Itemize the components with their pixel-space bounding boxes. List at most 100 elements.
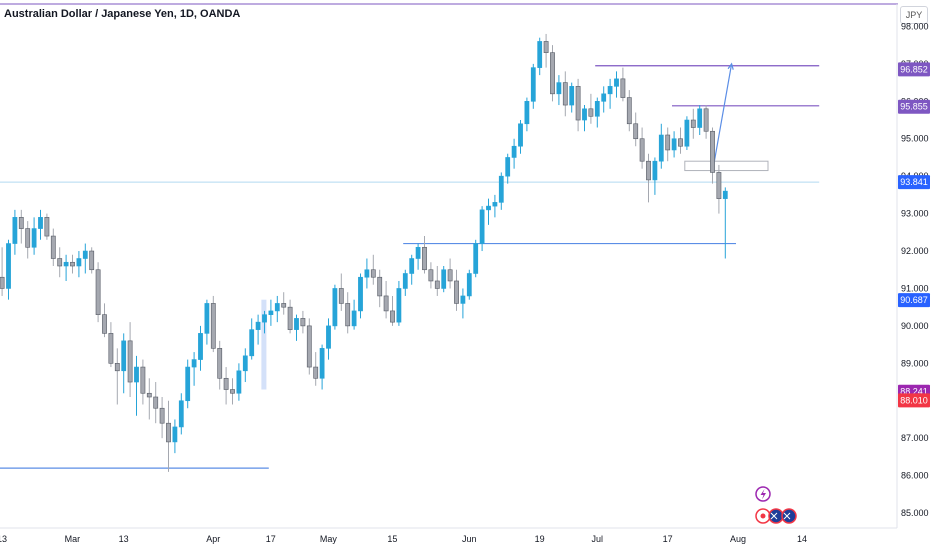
candle[interactable]: [518, 120, 523, 154]
au-flag-event-icon[interactable]: [768, 508, 784, 524]
candle[interactable]: [537, 37, 543, 76]
price-label-93841[interactable]: 93.841: [898, 175, 930, 190]
candle[interactable]: [127, 322, 133, 397]
candle[interactable]: [646, 153, 651, 203]
candle[interactable]: [594, 97, 600, 128]
candle[interactable]: [620, 67, 626, 102]
candle[interactable]: [63, 254, 69, 281]
candle[interactable]: [678, 127, 683, 154]
candle[interactable]: [671, 131, 677, 158]
candle[interactable]: [76, 251, 82, 278]
candle[interactable]: [370, 254, 376, 285]
candle[interactable]: [716, 164, 722, 214]
candle[interactable]: [575, 78, 581, 132]
candle[interactable]: [134, 355, 139, 416]
candle[interactable]: [524, 97, 530, 132]
candle[interactable]: [447, 258, 453, 289]
candle[interactable]: [332, 284, 338, 330]
candle[interactable]: [306, 318, 312, 375]
candle[interactable]: [505, 153, 511, 184]
candle[interactable]: [396, 280, 402, 326]
candle[interactable]: [562, 71, 568, 117]
candle[interactable]: [25, 221, 31, 259]
candle[interactable]: [166, 400, 171, 472]
candle[interactable]: [498, 172, 504, 210]
currency-label[interactable]: JPY: [900, 6, 928, 24]
candle[interactable]: [364, 258, 370, 289]
candle[interactable]: [31, 217, 37, 255]
candle[interactable]: [390, 295, 395, 326]
candle[interactable]: [665, 127, 671, 162]
candle[interactable]: [210, 295, 216, 353]
candle[interactable]: [44, 213, 50, 240]
candle[interactable]: [454, 269, 459, 311]
candle[interactable]: [217, 340, 223, 390]
candle[interactable]: [300, 310, 306, 334]
candle[interactable]: [102, 303, 107, 338]
candle[interactable]: [358, 273, 363, 319]
candle[interactable]: [108, 322, 114, 368]
candle[interactable]: [351, 299, 357, 330]
candle[interactable]: [313, 352, 319, 386]
candle[interactable]: [697, 105, 703, 135]
candle[interactable]: [415, 243, 421, 270]
candle[interactable]: [377, 269, 383, 308]
candle[interactable]: [294, 314, 299, 341]
candle[interactable]: [684, 116, 690, 150]
candle[interactable]: [153, 382, 159, 424]
candle[interactable]: [242, 348, 248, 383]
candle[interactable]: [287, 299, 293, 334]
candle[interactable]: [249, 318, 255, 360]
candle[interactable]: [236, 363, 242, 401]
candle[interactable]: [530, 63, 536, 109]
candle[interactable]: [82, 243, 88, 274]
price-label-96852[interactable]: 96.852: [898, 62, 930, 77]
candle[interactable]: [614, 71, 619, 98]
price-label-95855[interactable]: 95.855: [898, 99, 930, 114]
candle[interactable]: [268, 299, 274, 326]
candle[interactable]: [422, 236, 427, 274]
candle[interactable]: [428, 262, 434, 289]
candle[interactable]: [441, 266, 447, 293]
candle[interactable]: [601, 86, 607, 113]
candle[interactable]: [588, 93, 594, 124]
candle[interactable]: [18, 209, 24, 244]
event-markers[interactable]: [755, 486, 797, 524]
candle[interactable]: [511, 138, 517, 169]
projection-arrow-line[interactable]: [711, 63, 733, 173]
candle[interactable]: [204, 299, 210, 345]
candle[interactable]: [191, 352, 197, 386]
candle[interactable]: [626, 90, 632, 132]
candle[interactable]: [178, 393, 184, 435]
candle[interactable]: [639, 127, 645, 169]
price-label-88010[interactable]: 88.010: [898, 393, 930, 408]
candle[interactable]: [140, 359, 146, 405]
candle[interactable]: [710, 127, 715, 184]
candle[interactable]: [95, 262, 101, 323]
candle[interactable]: [652, 157, 658, 195]
candle[interactable]: [223, 367, 229, 405]
candle[interactable]: [50, 228, 56, 266]
candle[interactable]: [0, 247, 5, 296]
price-label-90687[interactable]: 90.687: [898, 293, 930, 308]
candle[interactable]: [326, 318, 331, 360]
candle[interactable]: [479, 206, 485, 252]
candle[interactable]: [281, 292, 287, 315]
candle[interactable]: [703, 105, 709, 139]
candle[interactable]: [473, 239, 479, 278]
candle[interactable]: [185, 359, 191, 409]
candle[interactable]: [582, 105, 587, 132]
zone-rectangle[interactable]: [684, 160, 769, 172]
candle[interactable]: [114, 348, 120, 405]
candle[interactable]: [633, 112, 639, 147]
candle[interactable]: [486, 198, 491, 225]
candle[interactable]: [466, 269, 472, 300]
candle[interactable]: [409, 254, 415, 285]
candle[interactable]: [146, 378, 152, 420]
candle[interactable]: [345, 292, 351, 334]
candle[interactable]: [569, 82, 575, 113]
candle[interactable]: [319, 344, 325, 390]
candle[interactable]: [57, 247, 63, 278]
candle[interactable]: [274, 295, 280, 323]
